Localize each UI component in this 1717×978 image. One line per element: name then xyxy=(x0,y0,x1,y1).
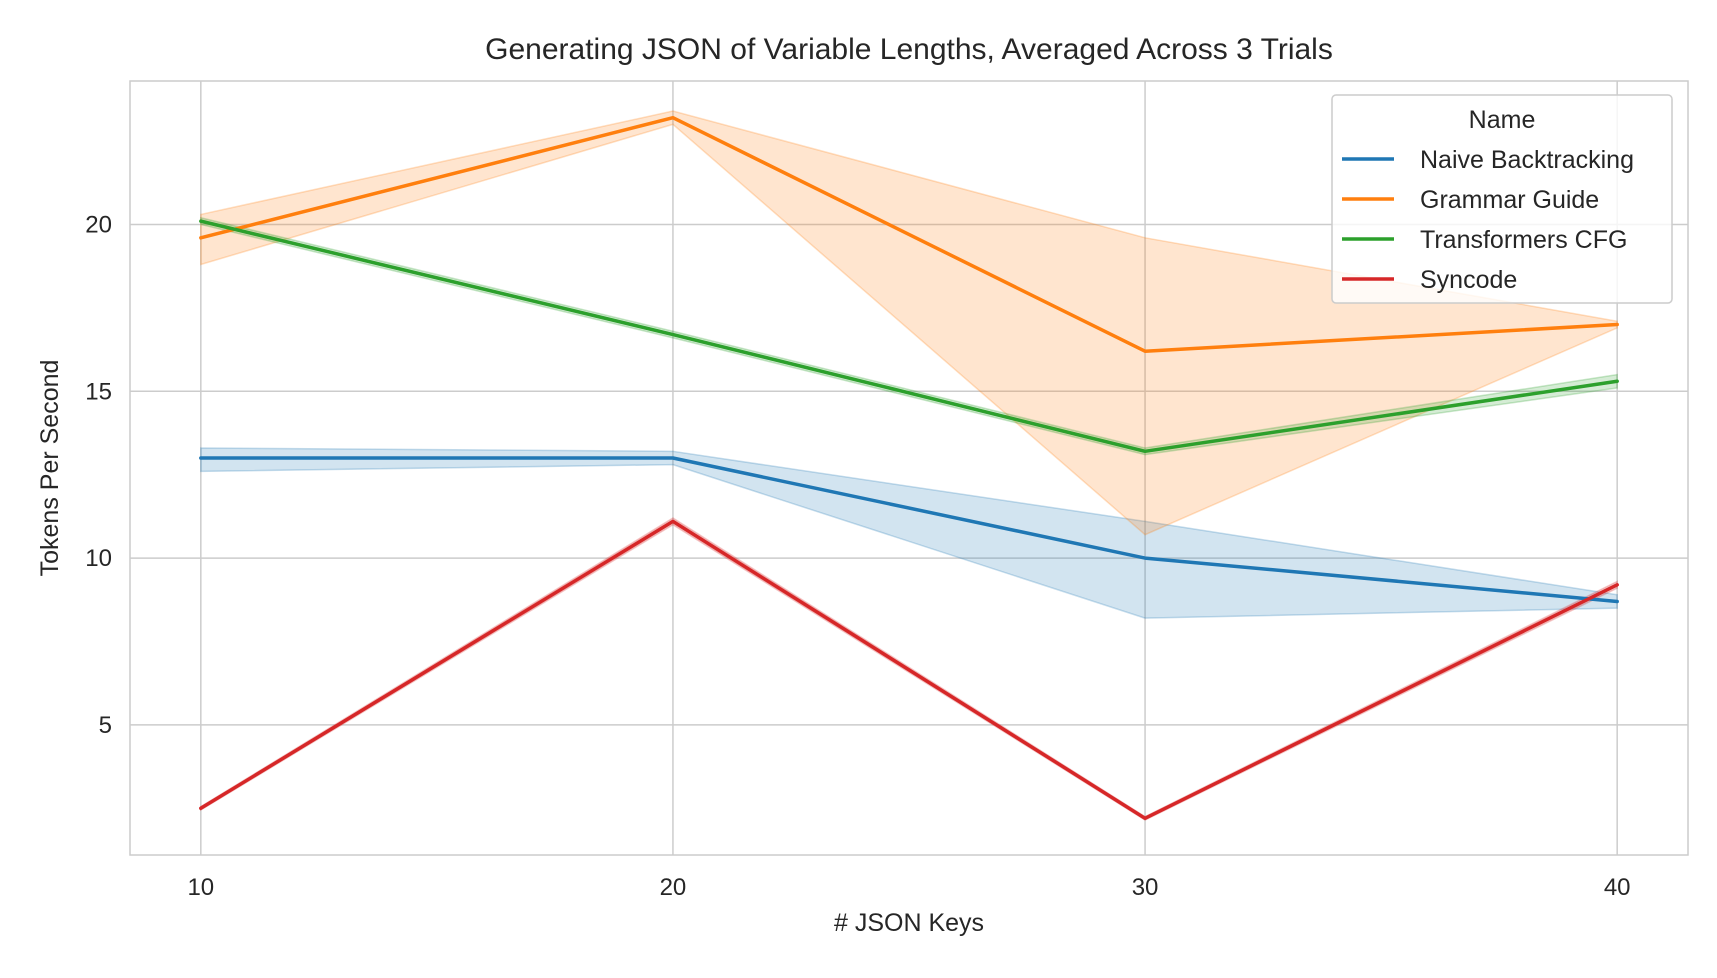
series-line xyxy=(199,219,1619,454)
series-line-layer xyxy=(199,115,1619,821)
legend: Name Naive Backtracking Grammar Guide Tran… xyxy=(1331,94,1673,304)
y-tick-label: 10 xyxy=(85,545,112,572)
legend-entry-label: Transformers CFG xyxy=(1420,226,1627,254)
x-tick-label: 10 xyxy=(187,874,214,901)
x-axis-label: # JSON Keys xyxy=(834,909,984,937)
legend-entry-label: Naive Backtracking xyxy=(1420,146,1634,174)
y-tick-label: 15 xyxy=(85,378,112,405)
confidence-band xyxy=(200,216,1618,456)
confidence-band xyxy=(200,447,1618,619)
plot-frame xyxy=(129,80,1689,856)
y-axis-label: Tokens Per Second xyxy=(36,360,64,577)
legend-entries: Naive Backtracking Grammar Guide Transform… xyxy=(1342,146,1634,294)
legend-entry-label: Grammar Guide xyxy=(1420,186,1599,214)
series-line xyxy=(199,456,1619,604)
series-line xyxy=(199,519,1619,821)
confidence-band xyxy=(200,110,1618,536)
x-tick-label: 30 xyxy=(1132,874,1159,901)
x-tick-label: 40 xyxy=(1604,874,1631,901)
legend-entry-label: Syncode xyxy=(1420,266,1517,294)
x-tick-label: 20 xyxy=(660,874,687,901)
tick-label-layer: 10 20 30 40 5 10 15 20 xyxy=(85,211,1630,901)
legend-title: Name xyxy=(1469,106,1536,134)
chart-title: Generating JSON of Variable Lengths, Ave… xyxy=(485,33,1333,66)
legend-box xyxy=(1331,94,1673,304)
series-line xyxy=(199,115,1619,353)
y-tick-label: 5 xyxy=(99,712,112,739)
y-tick-label: 20 xyxy=(85,211,112,238)
